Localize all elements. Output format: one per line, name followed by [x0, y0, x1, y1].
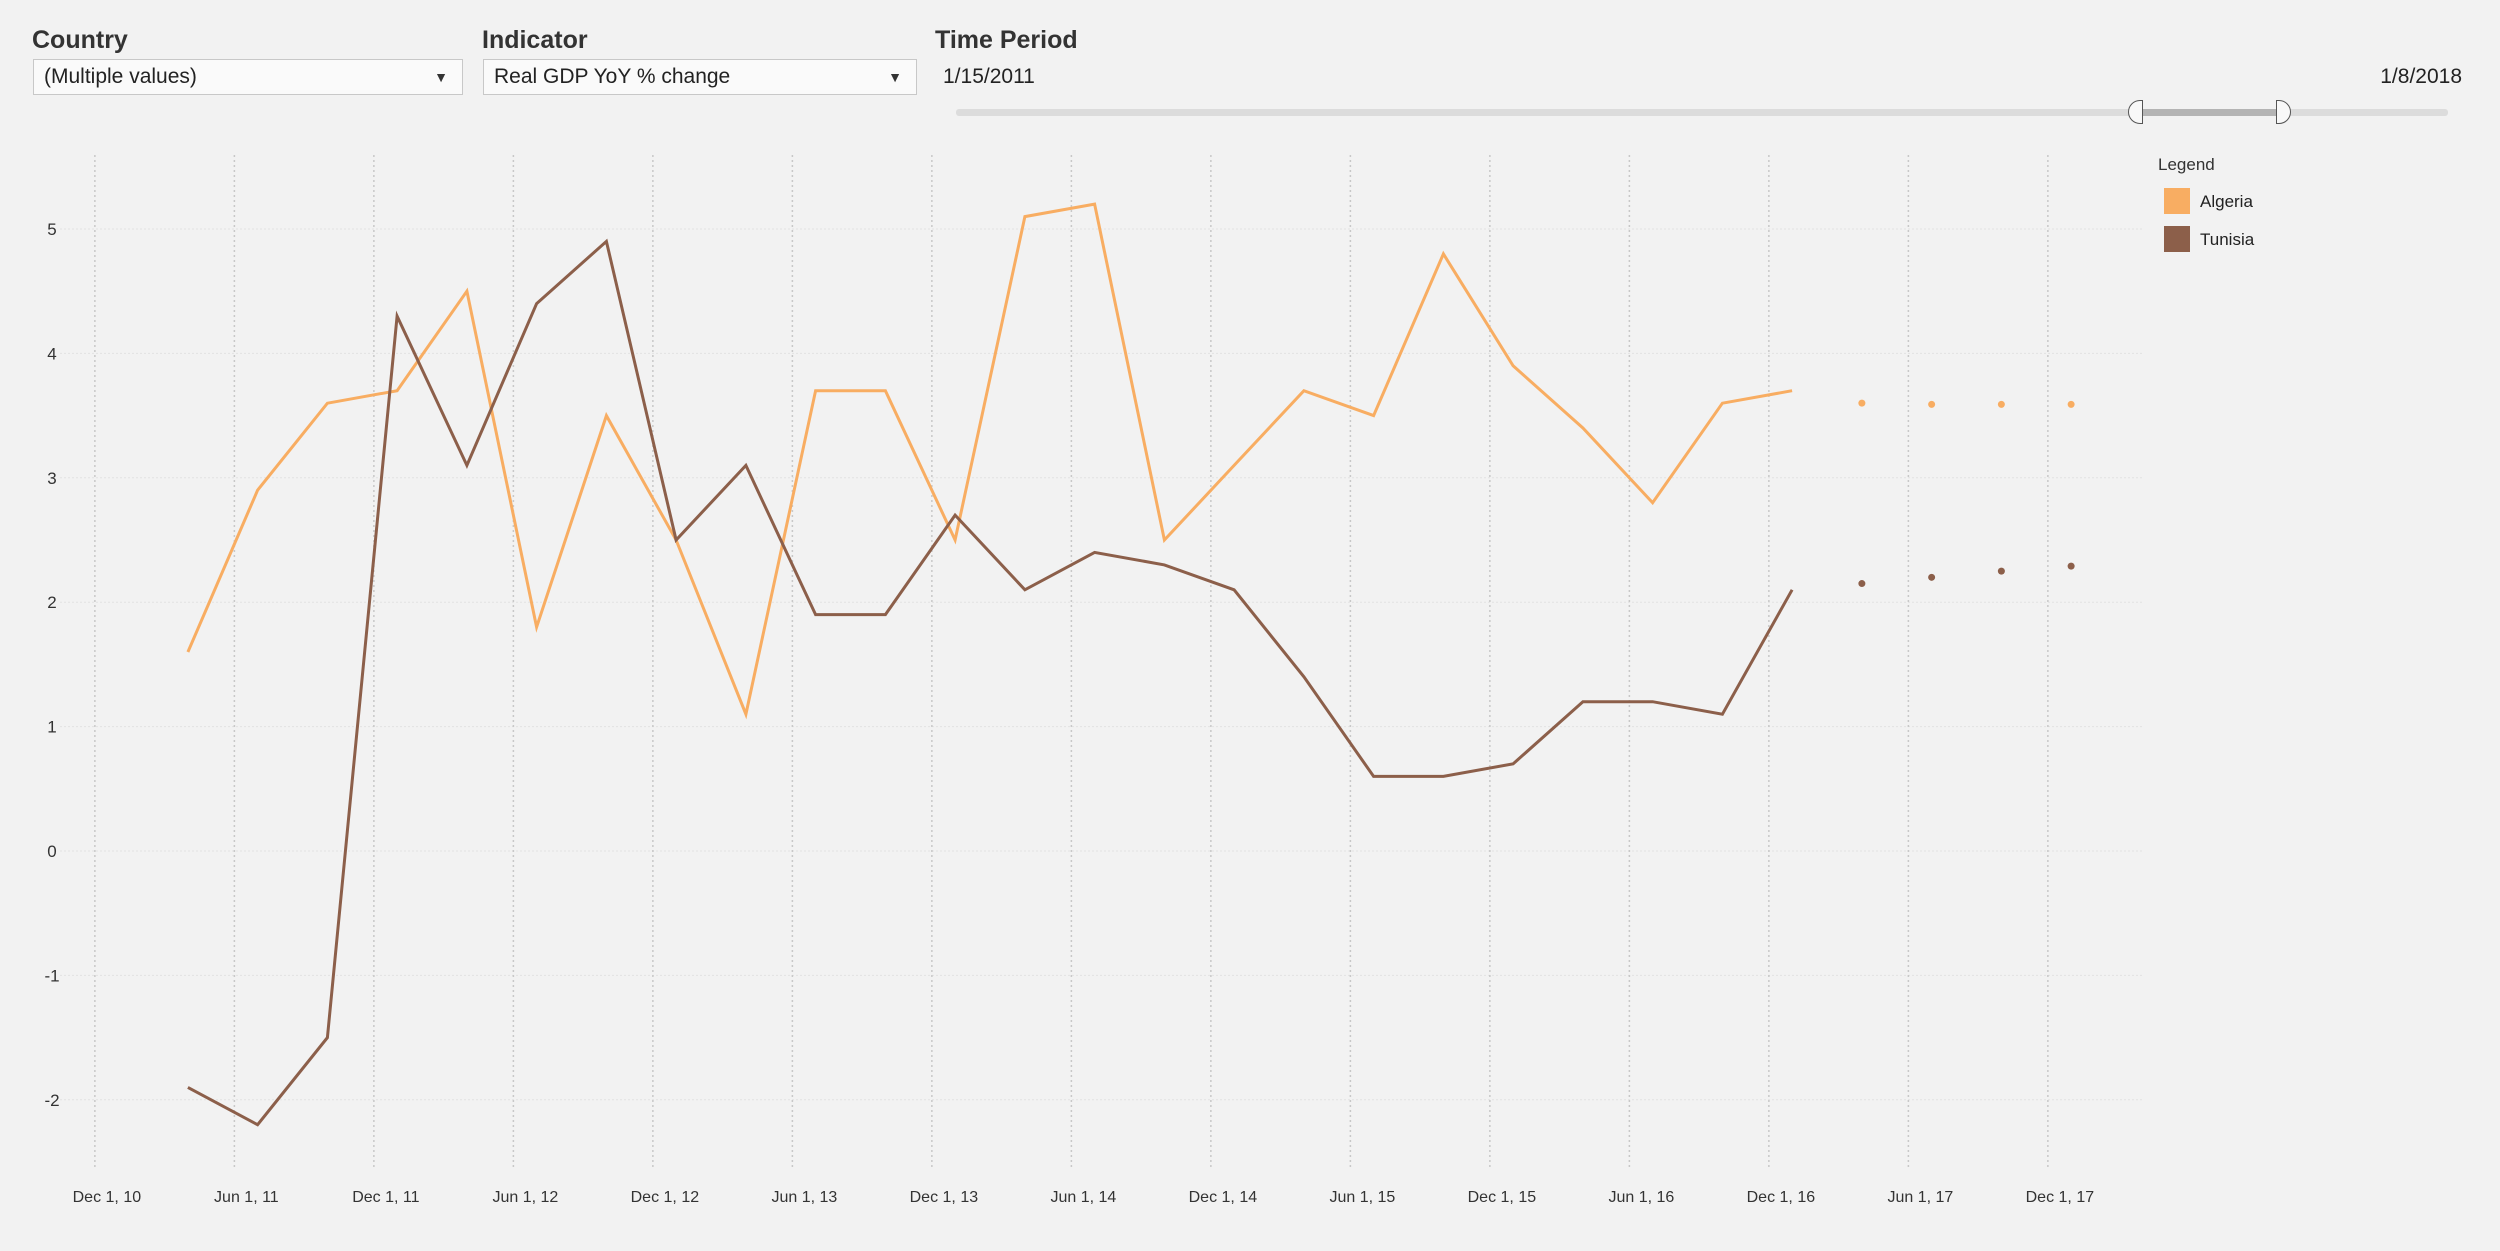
forecast-point-algeria [1997, 400, 2005, 408]
indicator-filter-label: Indicator [482, 26, 588, 54]
y-tick-label: -2 [44, 1091, 59, 1110]
x-tick-label: Dec 1, 14 [1189, 1189, 1258, 1206]
country-dropdown[interactable]: (Multiple values) ▼ [33, 59, 463, 95]
legend-label-tunisia: Tunisia [2200, 230, 2255, 249]
legend-swatch-tunisia [2164, 226, 2190, 252]
x-tick-label: Jun 1, 17 [1887, 1189, 1953, 1206]
x-tick-label: Jun 1, 16 [1608, 1189, 1674, 1206]
dropdown-arrow-icon: ▼ [434, 69, 448, 85]
x-tick-label: Jun 1, 12 [492, 1189, 558, 1206]
y-tick-label: 5 [47, 220, 56, 239]
time-period-start: 1/15/2011 [943, 65, 1035, 88]
dropdown-arrow-icon: ▼ [888, 69, 902, 85]
time-period-slider-range[interactable] [2138, 109, 2284, 116]
x-tick-label: Dec 1, 13 [910, 1189, 979, 1206]
x-tick-label: Jun 1, 15 [1329, 1189, 1395, 1206]
legend-label-algeria: Algeria [2200, 192, 2253, 211]
country-dropdown-value: (Multiple values) [44, 65, 197, 88]
x-tick-label: Dec 1, 15 [1468, 1189, 1537, 1206]
x-tick-label: Jun 1, 13 [771, 1189, 837, 1206]
forecast-point-tunisia [1997, 567, 2005, 575]
x-tick-label: Dec 1, 12 [631, 1189, 700, 1206]
y-tick-label: 0 [47, 842, 56, 861]
forecast-point-algeria [1858, 399, 1866, 407]
x-tick-label: Jun 1, 14 [1050, 1189, 1116, 1206]
country-filter-label: Country [32, 26, 128, 54]
legend-title: Legend [2158, 155, 2215, 174]
y-tick-label: -1 [44, 966, 59, 985]
y-tick-label: 3 [47, 469, 56, 488]
time-period-label: Time Period [935, 26, 1078, 54]
indicator-dropdown[interactable]: Real GDP YoY % change ▼ [483, 59, 917, 95]
forecast-point-algeria [2067, 400, 2075, 408]
y-tick-label: 2 [47, 593, 56, 612]
forecast-point-tunisia [2067, 562, 2075, 570]
y-tick-label: 4 [47, 344, 56, 363]
time-period-end: 1/8/2018 [2380, 65, 2462, 88]
forecast-point-tunisia [1858, 580, 1866, 588]
x-tick-label: Jun 1, 11 [214, 1189, 279, 1206]
series-line-algeria [186, 202, 1793, 720]
series-line-tunisia [187, 238, 1794, 1127]
legend-swatch-algeria [2164, 188, 2190, 214]
forecast-point-tunisia [1928, 573, 1936, 581]
y-tick-label: 1 [47, 718, 56, 737]
x-tick-label: Dec 1, 17 [2026, 1189, 2095, 1206]
x-tick-label: Dec 1, 10 [73, 1189, 142, 1206]
time-period-slider-track[interactable] [956, 109, 2448, 116]
x-tick-label: Dec 1, 16 [1747, 1189, 1816, 1206]
x-tick-label: Dec 1, 11 [352, 1189, 419, 1206]
forecast-point-algeria [1928, 400, 1936, 408]
indicator-dropdown-value: Real GDP YoY % change [494, 65, 731, 88]
